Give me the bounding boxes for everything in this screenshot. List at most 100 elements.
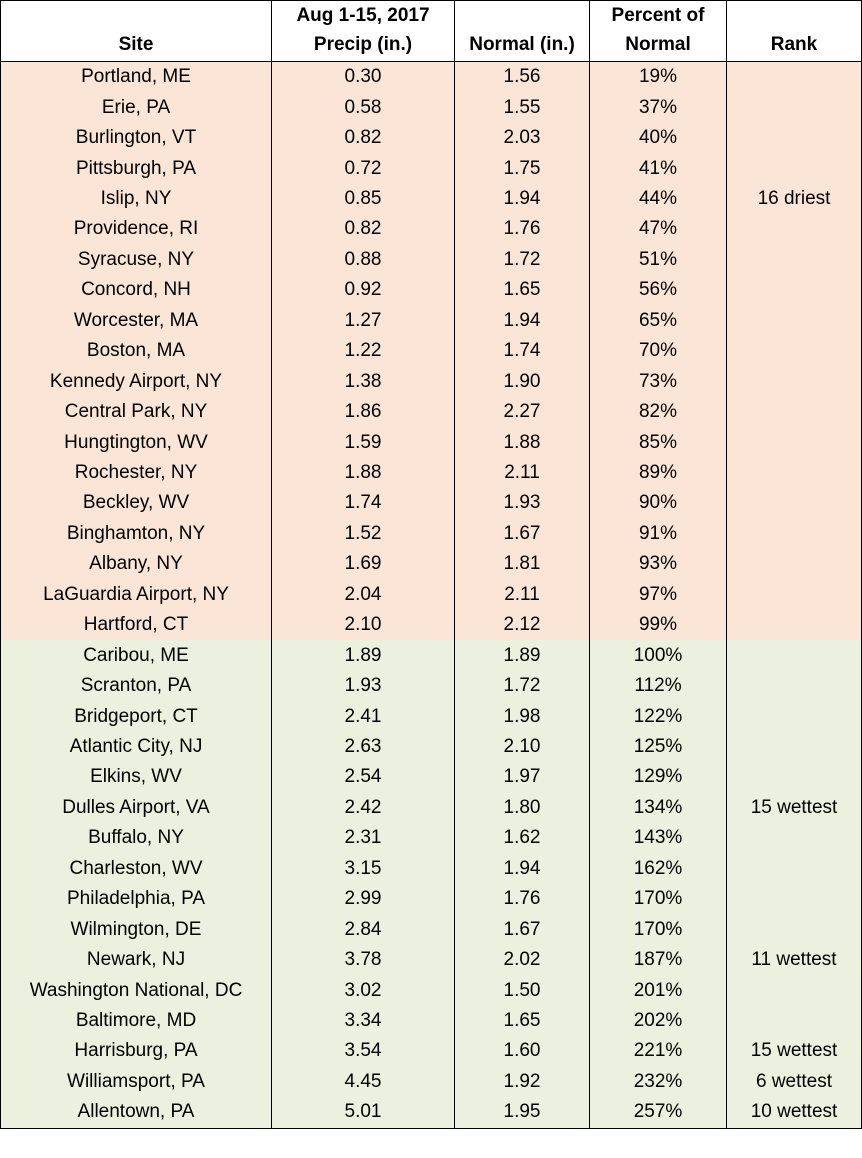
table-cell: Bridgeport, CT xyxy=(0,701,272,733)
table-cell: 1.72 xyxy=(455,670,590,703)
table-cell: Baltimore, MD xyxy=(0,1005,272,1038)
table-cell: 51% xyxy=(590,244,727,277)
table-cell: Providence, RI xyxy=(0,214,272,246)
table-cell xyxy=(727,92,862,124)
table-cell: 47% xyxy=(590,214,727,246)
table-cell: 1.93 xyxy=(272,670,455,703)
table-cell: 1.93 xyxy=(455,488,590,520)
table-cell xyxy=(727,518,862,551)
table-cell: 2.99 xyxy=(272,884,455,916)
table-cell: 0.88 xyxy=(272,244,455,277)
table-cell xyxy=(727,579,862,611)
table-cell: 129% xyxy=(590,762,727,794)
table-cell: 122% xyxy=(590,701,727,733)
table-cell: 1.38 xyxy=(272,366,455,398)
table-cell: 1.52 xyxy=(272,518,455,551)
table-cell: LaGuardia Airport, NY xyxy=(0,579,272,611)
table-cell: Central Park, NY xyxy=(0,396,272,429)
table-cell xyxy=(727,853,862,885)
table-cell: 134% xyxy=(590,792,727,825)
table-cell: Concord, NH xyxy=(0,275,272,307)
table-cell: Hungtington, WV xyxy=(0,427,272,459)
table-cell: 82% xyxy=(590,396,727,429)
table-cell: 0.82 xyxy=(272,122,455,155)
table-cell: 11 wettest xyxy=(727,944,862,977)
table-cell: Harrisburg, PA xyxy=(0,1036,272,1068)
table-cell: 3.15 xyxy=(272,853,455,885)
table-cell: 1.89 xyxy=(272,640,455,672)
table-cell xyxy=(727,366,862,398)
table-cell: Pittsburgh, PA xyxy=(0,153,272,185)
table-cell: 97% xyxy=(590,579,727,611)
table-cell: 1.94 xyxy=(455,305,590,337)
table-cell: 1.56 xyxy=(455,62,590,94)
table-cell: 221% xyxy=(590,1036,727,1068)
header-cell: Aug 1-15, 2017 Precip (in.) xyxy=(272,0,455,62)
header-text: Precip (in.) xyxy=(313,34,413,55)
table-cell: 0.85 xyxy=(272,183,455,216)
table-cell: 1.65 xyxy=(455,275,590,307)
table-cell: 4.45 xyxy=(272,1066,455,1099)
table-cell: 1.97 xyxy=(455,762,590,794)
table-cell: 1.69 xyxy=(272,549,455,581)
table-cell: 1.50 xyxy=(455,975,590,1007)
table-cell: 16 driest xyxy=(727,183,862,216)
table-cell xyxy=(727,62,862,94)
table-cell: Islip, NY xyxy=(0,183,272,216)
table-cell xyxy=(727,305,862,337)
table-cell: 1.89 xyxy=(455,640,590,672)
table-cell: 0.58 xyxy=(272,92,455,124)
table-cell: 1.86 xyxy=(272,396,455,429)
header-text: Aug 1-15, 2017 xyxy=(296,5,430,26)
table-cell: 2.27 xyxy=(455,396,590,429)
table-cell: Dulles Airport, VA xyxy=(0,792,272,825)
table-cell: 1.88 xyxy=(272,457,455,490)
table-cell xyxy=(727,396,862,429)
table-cell: Albany, NY xyxy=(0,549,272,581)
table-cell: 1.62 xyxy=(455,823,590,855)
table-cell: 56% xyxy=(590,275,727,307)
table-cell: 1.55 xyxy=(455,92,590,124)
table-cell: 2.31 xyxy=(272,823,455,855)
table-cell: 1.59 xyxy=(272,427,455,459)
table-cell: 1.60 xyxy=(455,1036,590,1068)
table-cell: 112% xyxy=(590,670,727,703)
table-cell: 3.02 xyxy=(272,975,455,1007)
table-cell: Rochester, NY xyxy=(0,457,272,490)
header-text: Percent of xyxy=(611,5,705,26)
table-cell: 1.72 xyxy=(455,244,590,277)
table-cell: 19% xyxy=(590,62,727,94)
table-cell: 1.95 xyxy=(455,1097,590,1129)
table-cell: 40% xyxy=(590,122,727,155)
table-cell: Charleston, WV xyxy=(0,853,272,885)
table-cell: 99% xyxy=(590,610,727,642)
table-cell: 2.84 xyxy=(272,914,455,946)
table-cell xyxy=(727,336,862,368)
table-cell: 15 wettest xyxy=(727,1036,862,1068)
table-cell: 5.01 xyxy=(272,1097,455,1129)
table-cell: 89% xyxy=(590,457,727,490)
table-cell: 1.92 xyxy=(455,1066,590,1099)
table-cell: Portland, ME xyxy=(0,62,272,94)
header-text: Site xyxy=(118,34,154,55)
table-cell: 1.75 xyxy=(455,153,590,185)
table-cell: Hartford, CT xyxy=(0,610,272,642)
table-cell: 202% xyxy=(590,1005,727,1038)
table-cell: 1.76 xyxy=(455,214,590,246)
table-cell: 1.67 xyxy=(455,914,590,946)
table-cell: 15 wettest xyxy=(727,792,862,825)
table-cell xyxy=(727,549,862,581)
table-cell: 2.10 xyxy=(455,731,590,764)
header-text: Normal (in.) xyxy=(469,34,575,55)
table-cell: Allentown, PA xyxy=(0,1097,272,1129)
table-cell xyxy=(727,914,862,946)
table-cell: 0.82 xyxy=(272,214,455,246)
table-cell: 2.41 xyxy=(272,701,455,733)
table-cell: Williamsport, PA xyxy=(0,1066,272,1099)
table-cell: 85% xyxy=(590,427,727,459)
table-cell: 1.88 xyxy=(455,427,590,459)
table-cell: 0.72 xyxy=(272,153,455,185)
header-cell: Percent of Normal xyxy=(590,0,727,62)
table-cell xyxy=(727,640,862,672)
